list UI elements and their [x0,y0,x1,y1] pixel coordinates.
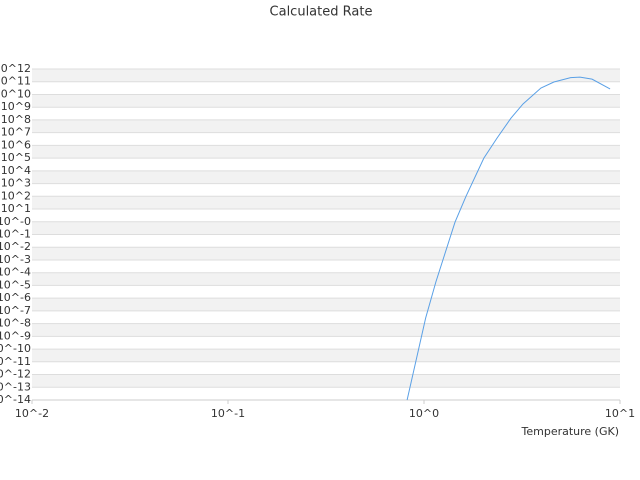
y-tick-label: 10^-3 [0,253,31,266]
y-tick-label: 10^-13 [0,380,31,393]
grid-band [32,247,620,260]
grid-band [32,145,620,159]
y-tick-label: 10^-10 [0,342,31,355]
y-tick-label: 10^-5 [0,278,31,291]
grid-band [32,170,620,184]
grid-band [32,272,620,286]
y-tick-label: 10^11 [0,75,31,88]
y-tick-label: 10^-7 [0,304,31,317]
y-tick-label: 10^8 [1,113,31,126]
x-axis-label: Temperature (GK) [521,425,620,438]
y-tick-label: 10^-8 [0,317,31,330]
y-tick-label: 10^1 [1,202,31,215]
grid-band [32,323,620,337]
grid-band [32,298,620,311]
y-tick-label: 10^2 [1,189,31,202]
x-tick-label: 10^0 [409,407,439,420]
grid-band [32,119,620,133]
grid-band [32,69,620,82]
y-tick-label: 10^-2 [0,240,31,253]
grid-band [32,221,620,235]
y-tick-label: 10^-12 [0,368,31,381]
grid-band [32,349,620,362]
y-tick-label: 10^9 [1,100,31,113]
x-tick-label: 10^-2 [15,407,49,420]
y-tick-label: 10^-1 [0,228,31,241]
y-tick-label: 10^6 [1,138,31,151]
y-tick-label: 10^-14 [0,393,31,406]
y-tick-label: 10^-4 [0,266,31,279]
x-tick-label: 10^1 [605,407,635,420]
y-tick-label: 10^4 [1,164,31,177]
chart-title: Calculated Rate [270,5,373,20]
data-line [406,76,611,401]
y-tick-label: 10^3 [1,177,31,190]
grid-band [32,196,620,210]
grid-band [32,94,620,108]
y-tick-label: 10^12 [0,62,31,75]
y-tick-label: 10^-11 [0,355,31,368]
y-tick-label: 10^10 [0,87,31,100]
y-tick-label: 10^7 [1,126,31,139]
y-tick-label: 10^-0 [0,215,31,228]
grid-band [32,374,620,388]
y-tick-label: 10^-6 [0,291,31,304]
y-tick-label: 10^-9 [0,329,31,342]
y-tick-label: 10^5 [1,151,31,164]
x-tick-label: 10^-1 [211,407,245,420]
